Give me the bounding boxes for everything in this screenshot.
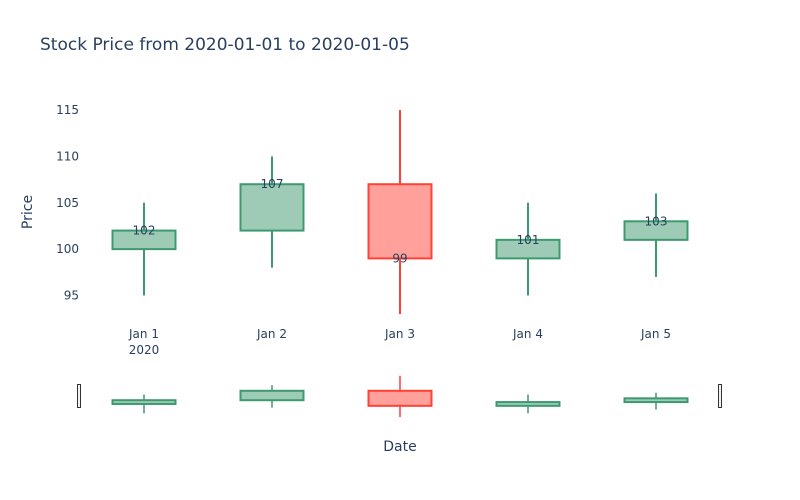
close-value-label: 102 [133,224,156,238]
y-tick-label: 110 [56,149,79,163]
x-year-label: 2020 [129,343,160,357]
range-slider-right-handle[interactable] [718,384,722,408]
range-slider[interactable] [77,375,722,418]
x-tick-label: Jan 3 [384,327,415,341]
y-tick-label: 100 [56,242,79,256]
candle-body [623,220,689,241]
x-tick-label: Jan 4 [512,327,543,341]
close-value-label: 99 [392,251,407,265]
plot-area: 95 100 105 110 115 Jan 1 Jan 2 Jan 3 Jan 4 Jan 5 2… [56,103,689,357]
candle-body [495,238,561,260]
close-value-label: 101 [517,233,540,247]
y-tick-label: 105 [56,196,79,210]
candle-body [111,229,177,251]
close-value-label: 107 [261,177,284,191]
y-axis-title: Price [20,195,36,229]
x-tick-label: Jan 1 [128,327,159,341]
slider-candle-body [367,389,433,407]
candle-body [367,183,433,260]
close-value-label: 103 [645,214,668,228]
candle-body [239,183,305,232]
x-axis-title: Date [383,439,416,455]
slider-candle-body [239,389,305,402]
range-slider-left-handle[interactable] [77,384,81,408]
chart-title: Stock Price from 2020-01-01 to 2020-01-0… [40,35,410,55]
x-tick-label: Jan 2 [256,327,287,341]
slider-candle-body [111,399,177,405]
y-tick-label: 95 [64,288,79,302]
y-tick-label: 115 [56,103,79,117]
slider-candle-body [495,401,561,407]
x-tick-label: Jan 5 [640,327,671,341]
slider-candle-body [623,397,689,404]
